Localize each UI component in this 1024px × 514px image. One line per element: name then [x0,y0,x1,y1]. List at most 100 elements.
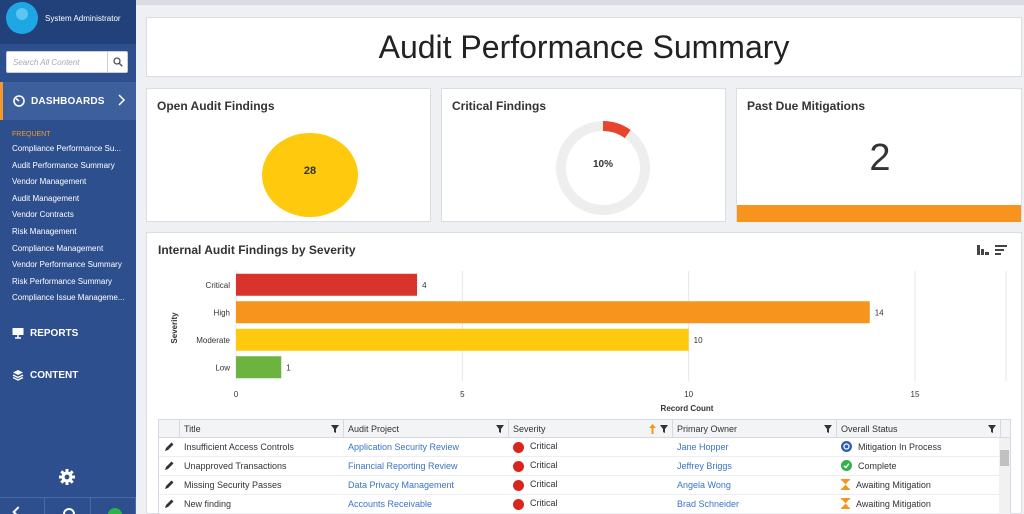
sort-asc-icon[interactable] [649,424,656,434]
grid-header: Title Audit Project Severity Primary Own… [159,420,1010,438]
frequent-item[interactable]: Compliance Management [12,243,104,253]
header-status[interactable]: Overall Status [837,420,1001,437]
x-tick-label: 10 [684,390,693,399]
search-button[interactable] [107,52,127,72]
pencil-icon[interactable] [165,499,174,508]
grid-body: Insufficient Access Controls Application… [159,438,1010,514]
search-icon [112,57,123,67]
header-severity[interactable]: Severity [509,420,673,437]
search-input[interactable] [7,52,107,73]
frequent-item[interactable]: Compliance Performance Su... [12,144,121,153]
edit-cell[interactable] [159,461,180,472]
cell-project-link[interactable]: Financial Reporting Review [348,461,458,471]
pie-slice[interactable] [262,133,358,217]
filter-icon[interactable] [988,425,996,433]
table-row[interactable]: Insufficient Access Controls Application… [159,438,1010,457]
cell-status: Awaiting Mitigation [837,497,1001,511]
grid-scrollbar[interactable] [999,438,1010,514]
main-content: Audit Performance Summary Open Audit Fin… [136,0,1024,514]
footer-status[interactable] [91,498,136,514]
status-text: Complete [858,461,897,471]
cell-project-link[interactable]: Application Security Review [348,442,460,452]
header-severity-label: Severity [513,424,546,434]
data-label: 1 [286,363,291,372]
bar-moderate[interactable] [236,328,689,351]
frequent-item[interactable]: Audit Management [12,193,80,203]
frequent-item[interactable]: Risk Performance Summary [12,276,113,286]
filter-icon[interactable] [331,425,339,433]
gear-icon[interactable] [58,468,76,486]
critical-dot-icon [513,441,524,453]
cell-owner-link[interactable]: Brad Schneider [677,499,740,509]
frequent-item[interactable]: Vendor Contracts [12,210,74,220]
open-findings-pie[interactable]: 28 [261,133,359,217]
category-label: Moderate [196,336,230,345]
filter-icon[interactable] [496,425,504,433]
cell-owner-link[interactable]: Angela Wong [677,480,731,490]
header-project[interactable]: Audit Project [344,420,509,437]
header-owner[interactable]: Primary Owner [673,420,837,437]
donut-slice[interactable] [602,121,631,139]
hourglass-icon [841,478,850,492]
edit-cell[interactable] [159,499,180,510]
past-due-card[interactable]: Past Due Mitigations 2 [736,88,1022,222]
past-due-title: Past Due Mitigations [747,99,866,113]
open-findings-card[interactable]: Open Audit Findings 28 [146,88,431,222]
critical-findings-donut[interactable]: 10% [554,119,652,217]
layers-icon [12,370,24,381]
critical-findings-card[interactable]: Critical Findings 10% [441,88,726,222]
frequent-item[interactable]: Vendor Management [12,177,87,187]
cell-project-link[interactable]: Data Privacy Management [348,480,455,490]
list-view-icon[interactable] [995,245,1007,255]
x-tick-label: 15 [911,390,920,399]
chart-view-icon[interactable] [977,245,989,255]
user-name: System Administrator [45,14,121,23]
data-label: 4 [422,281,427,290]
grid-header-edit [159,420,180,437]
open-findings-title: Open Audit Findings [157,99,275,113]
pencil-icon[interactable] [165,442,174,451]
footer-collapse[interactable] [0,498,46,514]
header-project-label: Audit Project [348,424,400,434]
data-label: 14 [875,308,884,317]
critical-findings-value: 10% [592,159,613,170]
scroll-thumb[interactable] [1000,450,1009,466]
bar-critical[interactable] [236,273,418,296]
header-title[interactable]: Title [180,420,344,437]
frequent-item[interactable]: Compliance Issue Manageme... [12,293,125,303]
presentation-icon [12,328,24,339]
cell-owner-link[interactable]: Jeffrey Briggs [677,461,732,471]
nav-content-label: CONTENT [30,369,79,381]
category-label: Low [215,363,230,372]
status-text: Mitigation In Process [858,442,942,452]
findings-chart-card: Internal Audit Findings by Severity 0 5 10… [146,232,1022,514]
edit-cell[interactable] [159,442,180,453]
footer-help[interactable] [45,498,91,514]
x-tick-label: 5 [460,390,465,399]
cell-owner-link[interactable]: Jane Hopper [677,442,729,452]
bar-low[interactable] [236,356,282,379]
severity-text: Critical [530,479,558,490]
bar-high[interactable] [236,301,870,324]
sync-icon [841,440,852,454]
table-row[interactable]: New finding Accounts Receivable Critical… [159,495,1010,514]
pencil-icon[interactable] [165,480,174,489]
past-due-value: 2 [869,137,891,179]
cell-project-link[interactable]: Accounts Receivable [348,499,433,509]
critical-findings-title: Critical Findings [452,99,547,113]
nav-dashboards[interactable]: DASHBOARDS [0,82,136,120]
filter-icon[interactable] [824,425,832,433]
frequent-item[interactable]: Vendor Performance Summary [12,260,122,270]
nav-reports[interactable]: REPORTS [0,315,136,351]
nav-content[interactable]: CONTENT [0,357,136,393]
pencil-icon[interactable] [165,461,174,470]
category-label: Critical [206,281,231,290]
filter-icon[interactable] [660,425,668,433]
table-row[interactable]: Unapproved Transactions Financial Report… [159,457,1010,476]
frequent-item[interactable]: Risk Management [12,226,77,236]
edit-cell[interactable] [159,480,180,491]
avatar[interactable] [6,2,38,34]
frequent-item[interactable]: Audit Performance Summary [12,160,115,170]
chevron-right-icon[interactable] [118,94,126,106]
table-row[interactable]: Missing Security Passes Data Privacy Man… [159,476,1010,495]
